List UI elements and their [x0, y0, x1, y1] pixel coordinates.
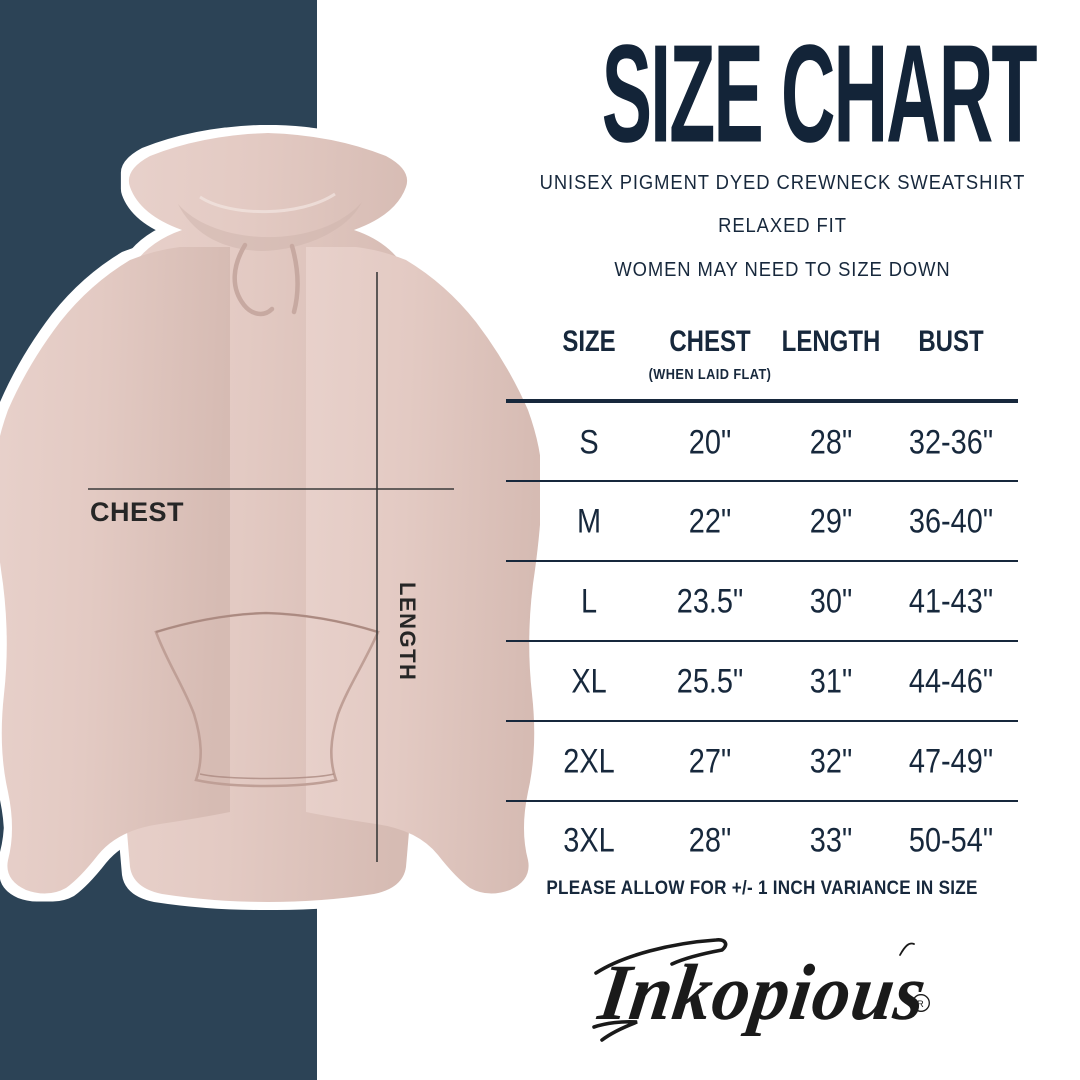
svg-text:LENGTH: LENGTH: [395, 582, 420, 681]
svg-text:CHEST: CHEST: [90, 497, 184, 527]
